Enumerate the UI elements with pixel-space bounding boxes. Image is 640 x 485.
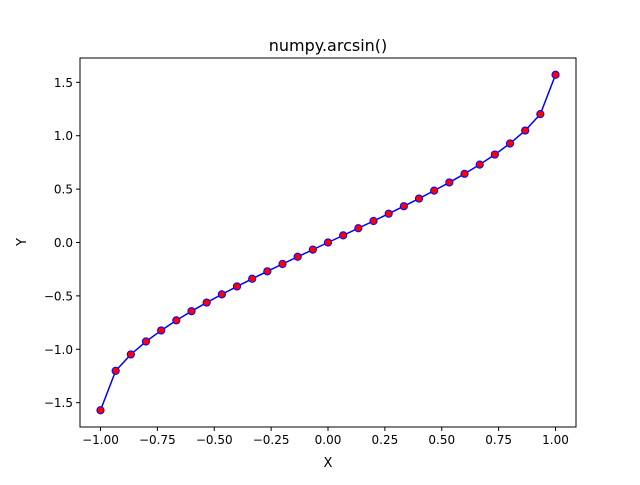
data-point: [263, 267, 272, 276]
data-point: [354, 224, 363, 233]
x-tick-label: 1.00: [542, 433, 569, 447]
data-point: [399, 202, 408, 211]
y-tick-label: 1.0: [54, 129, 73, 143]
data-point: [187, 307, 196, 316]
y-tick-label: 0.0: [54, 236, 73, 250]
y-tick-label: −1.5: [44, 396, 73, 410]
data-point: [430, 186, 439, 195]
data-point: [323, 238, 333, 247]
y-axis-label: Y: [15, 238, 30, 247]
x-tick-label: 0.25: [372, 433, 399, 447]
data-point: [369, 216, 378, 226]
data-point: [505, 139, 515, 148]
data-point: [172, 316, 181, 325]
y-tick-label: −1.0: [44, 343, 73, 357]
x-tick-label: 0.75: [485, 433, 512, 447]
plot-area: −1.00 −0.75 −0.50 −0.25 0.00 0.25 0.50 0.75 1.00…: [44, 57, 577, 447]
data-point: [521, 126, 530, 135]
data-point: [384, 209, 393, 218]
data-point: [111, 366, 120, 375]
data-point: [202, 298, 211, 307]
data-point: [308, 245, 317, 254]
data-point: [217, 290, 226, 299]
data-point: [551, 70, 560, 79]
data-point: [460, 169, 469, 178]
chart-title: numpy.arcsin(): [269, 36, 388, 55]
data-point: [490, 150, 499, 159]
x-tick-label: 0.50: [428, 433, 455, 447]
data-point: [414, 194, 424, 203]
data-point: [445, 178, 454, 187]
data-point: [278, 259, 287, 269]
data-point: [293, 252, 302, 261]
x-axis-label: X: [324, 456, 333, 471]
y-tick-label: 1.5: [54, 76, 73, 90]
x-tick-label: −0.50: [196, 433, 233, 447]
x-tick-label: −1.00: [82, 433, 119, 447]
data-point: [232, 282, 242, 291]
data-point: [536, 110, 545, 119]
data-point: [96, 406, 105, 415]
data-point: [126, 350, 135, 359]
data-point: [141, 337, 151, 346]
x-tick-label: −0.25: [253, 433, 290, 447]
data-point: [248, 274, 257, 283]
data-point: [339, 231, 348, 240]
data-point: [157, 326, 166, 335]
x-tick-label: −0.75: [139, 433, 176, 447]
x-tick-label: 0.00: [315, 433, 342, 447]
data-point: [475, 160, 484, 169]
y-tick-label: 0.5: [54, 183, 73, 197]
y-tick-label: −0.5: [44, 289, 73, 303]
